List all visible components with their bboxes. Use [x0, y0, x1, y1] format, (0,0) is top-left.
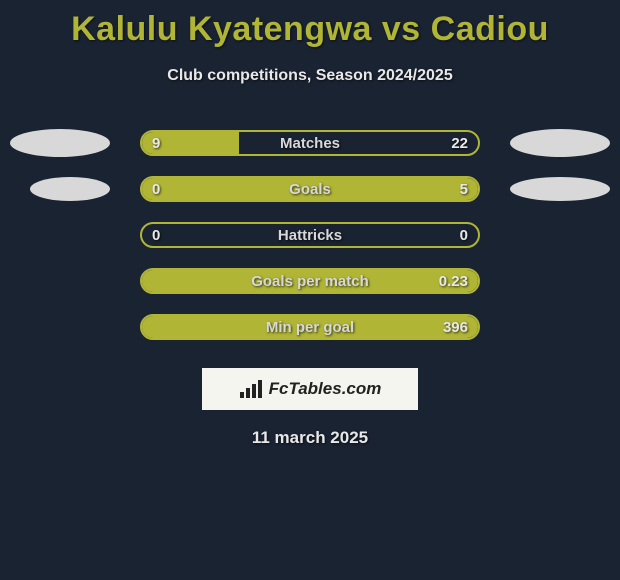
value-right: 0.23 [439, 273, 468, 290]
metric-label: Goals per match [251, 273, 369, 290]
metric-row: 0 Goals 5 [0, 166, 620, 212]
bar-container: 0 Hattricks 0 [140, 222, 480, 248]
comparison-subtitle: Club competitions, Season 2024/2025 [0, 67, 620, 85]
metric-row: Goals per match 0.23 [0, 258, 620, 304]
value-left: 0 [152, 181, 160, 198]
value-right: 0 [460, 227, 468, 244]
brand-text: FcTables.com [269, 379, 382, 399]
metric-label: Min per goal [266, 319, 354, 336]
value-right: 22 [451, 135, 468, 152]
player-right-marker [510, 177, 610, 201]
brand-box: FcTables.com [202, 368, 418, 410]
metric-label: Hattricks [278, 227, 342, 244]
metric-row: Min per goal 396 [0, 304, 620, 350]
value-right: 396 [443, 319, 468, 336]
player-right-marker [510, 129, 610, 157]
metric-label: Matches [280, 135, 340, 152]
snapshot-date: 11 march 2025 [0, 428, 620, 448]
value-left: 9 [152, 135, 160, 152]
bar-container: Min per goal 396 [140, 314, 480, 340]
bar-container: 9 Matches 22 [140, 130, 480, 156]
bar-container: Goals per match 0.23 [140, 268, 480, 294]
metric-row: 9 Matches 22 [0, 120, 620, 166]
value-left: 0 [152, 227, 160, 244]
chart-bars-icon [239, 378, 265, 400]
chart-area: 9 Matches 22 0 Goals 5 0 Hattricks 0 [0, 120, 620, 350]
player-left-marker [30, 177, 110, 201]
value-right: 5 [460, 181, 468, 198]
comparison-title: Kalulu Kyatengwa vs Cadiou [0, 0, 620, 49]
player-left-marker [10, 129, 110, 157]
bar-container: 0 Goals 5 [140, 176, 480, 202]
metric-row: 0 Hattricks 0 [0, 212, 620, 258]
metric-label: Goals [289, 181, 331, 198]
